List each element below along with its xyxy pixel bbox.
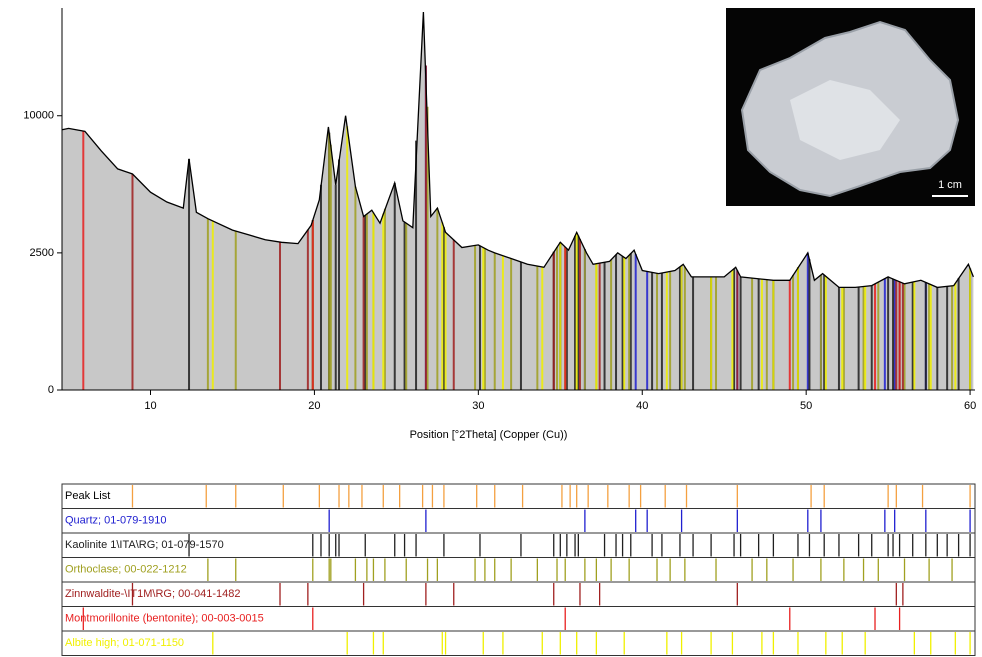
x-tick-label: 40 [636, 400, 648, 412]
x-tick-label: 30 [472, 400, 484, 412]
plot-area: 0 2500 10000 10 20 30 40 50 60 Position [°2Theta]… [23, 8, 976, 441]
reference-label: Quartz; 01-079-1910 [65, 515, 167, 527]
pattern-area [62, 12, 974, 390]
pattern-line [61, 11, 975, 289]
reference-row [61, 630, 976, 656]
y-tick-label: 0 [48, 384, 54, 396]
reference-row [61, 557, 976, 583]
reference-label: Kaolinite 1\ITA\RG; 01-079-1570 [65, 539, 224, 551]
reference-row [61, 483, 976, 509]
reference-row [61, 508, 976, 534]
reference-row [61, 606, 976, 632]
y-tick-label: 2500 [30, 247, 54, 259]
reference-label: Zinnwaldite-\IT1M\RG; 00-041-1482 [65, 588, 240, 600]
rock-highlight [790, 80, 900, 160]
x-tick-label: 60 [964, 400, 976, 412]
x-axis-label: Position [°2Theta] (Copper (Cu)) [410, 429, 568, 441]
reference-label: Orthoclase; 00-022-1212 [65, 564, 187, 576]
x-tick-label: 20 [308, 400, 320, 412]
reference-panel: Peak List Quartz; 01-079-1910 Kaolinite 1\… [61, 483, 976, 656]
reference-label: Peak List [65, 490, 110, 502]
scale-label: 1 cm [938, 179, 962, 191]
x-tick-label: 50 [800, 400, 812, 412]
x-tick-label: 10 [144, 400, 156, 412]
reference-row [61, 532, 976, 558]
sample-photo: 1 cm [726, 8, 975, 206]
reference-label: Albite high; 01-071-1150 [65, 637, 184, 649]
reference-label: Montmorillonite (bentonite); 00-003-0015 [65, 613, 264, 625]
y-tick-label: 10000 [23, 110, 54, 122]
